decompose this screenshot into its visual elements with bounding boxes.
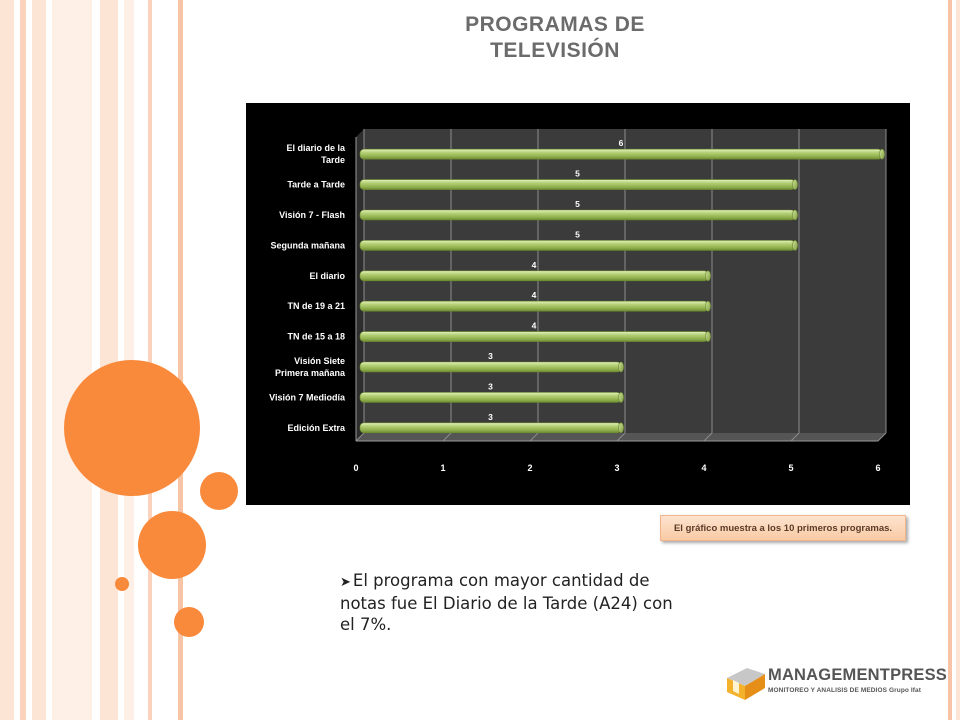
decorative-circle	[174, 607, 204, 637]
bar-end-cap	[705, 300, 711, 312]
category-label: El diario de la	[286, 143, 346, 153]
decorative-stripe	[32, 0, 46, 720]
x-tick-label: 6	[875, 463, 880, 473]
gridline-floor	[616, 432, 626, 442]
decorative-stripe	[20, 0, 26, 720]
category-label: Tarde a Tarde	[287, 180, 345, 190]
gridline-floor	[355, 432, 365, 442]
bar-end-cap	[792, 240, 798, 251]
summary-bullet: ➤ El programa con mayor cantidad de notas…	[340, 570, 685, 635]
bar	[359, 209, 796, 221]
category-label: El diario	[309, 271, 345, 281]
managementpress-logo: MANAGEMENTPRESS MONITOREO Y ANALISIS DE …	[725, 662, 960, 702]
decorative-stripe	[956, 0, 960, 720]
bar-end-cap	[879, 148, 885, 160]
x-tick-label: 1	[440, 463, 445, 473]
decorative-circle-small	[115, 577, 129, 591]
bar-end-cap	[792, 209, 798, 221]
bar-value-label: 6	[619, 138, 624, 148]
bar	[359, 148, 883, 160]
bar-end-cap	[705, 331, 711, 342]
bar-value-label: 5	[575, 199, 580, 209]
gridline-floor	[442, 432, 452, 442]
chart-bars	[359, 148, 885, 434]
bar	[359, 392, 622, 403]
x-tick-label: 5	[788, 463, 793, 473]
bar-value-label: 3	[488, 351, 493, 361]
x-tick-label: 0	[353, 463, 358, 473]
bar-end-cap	[705, 270, 711, 282]
chart-labels: 0 1 2 3 4 5 6 6 El diario de la Tarde 5 Tarde a Tar…	[269, 138, 880, 473]
summary-bullet-text: El programa con mayor cantidad de notas …	[340, 571, 673, 634]
bar	[359, 240, 796, 251]
category-label: TN de 19 a 21	[287, 301, 345, 311]
decorative-stripe	[0, 0, 14, 720]
decorative-stripe	[100, 0, 118, 720]
bar-end-cap	[618, 361, 624, 373]
title-line-2: TELEVISIÓN	[490, 39, 620, 62]
bar	[359, 179, 796, 190]
bar-value-label: 5	[575, 169, 580, 179]
gridline-floor	[790, 432, 800, 442]
gridline-floor	[529, 432, 539, 442]
bullet-arrow-icon: ➤	[340, 575, 351, 590]
managementpress-logo-icon	[727, 668, 765, 700]
logo-name: MANAGEMENTPRESS	[768, 666, 948, 684]
bar-chart-svg: 0 1 2 3 4 5 6 6 El diario de la Tarde 5 Tarde a Tar…	[269, 129, 887, 473]
logo-tagline: MONITOREO Y ANALISIS DE MEDIOS Grupo Ifa…	[768, 687, 922, 694]
decorative-stripe	[148, 0, 152, 720]
category-label: Segunda mañana	[270, 240, 346, 250]
decorative-stripe	[178, 0, 183, 720]
gridline-floor	[877, 432, 887, 442]
bar-value-label: 3	[488, 381, 493, 391]
category-label: Visión Siete	[294, 356, 345, 366]
category-label: Visión 7 - Flash	[279, 210, 345, 220]
chart-caption-callout: El gráfico muestra a los 10 primeros pro…	[660, 515, 906, 541]
category-label: TN de 15 a 18	[287, 332, 345, 342]
category-label: Visión 7 Mediodía	[269, 392, 346, 402]
bar-value-label: 4	[532, 321, 537, 331]
bar-value-label: 4	[532, 290, 537, 300]
bar-value-label: 3	[488, 412, 493, 422]
bar-end-cap	[618, 392, 624, 403]
bar-end-cap	[792, 179, 798, 190]
bar	[359, 361, 622, 373]
decorative-circle	[138, 511, 206, 579]
bar	[359, 300, 709, 312]
decorative-circle-large	[64, 360, 200, 496]
x-tick-label: 3	[614, 463, 619, 473]
logo-text: MANAGEMENTPRESS MONITOREO Y ANALISIS DE …	[768, 666, 947, 694]
category-label: Edición Extra	[287, 423, 346, 433]
bar-end-cap	[618, 422, 624, 434]
category-label: Tarde	[321, 155, 345, 165]
bar	[359, 422, 622, 434]
page-title: PROGRAMAS DE TELEVISIÓN	[385, 12, 725, 64]
bar-value-label: 4	[532, 260, 537, 270]
bar-value-label: 5	[575, 229, 580, 239]
bar	[359, 270, 709, 282]
category-label: Primera mañana	[275, 368, 346, 378]
decorative-circle	[200, 472, 238, 510]
x-tick-label: 4	[701, 463, 706, 473]
x-tick-label: 2	[527, 463, 532, 473]
decorative-stripe	[52, 0, 92, 720]
decorative-stripe	[948, 0, 952, 720]
gridline-floor	[703, 432, 713, 442]
bar-chart: 0 1 2 3 4 5 6 6 El diario de la Tarde 5 Tarde a Tar…	[246, 103, 910, 505]
title-line-1: PROGRAMAS DE	[465, 13, 645, 36]
bar	[359, 331, 709, 342]
